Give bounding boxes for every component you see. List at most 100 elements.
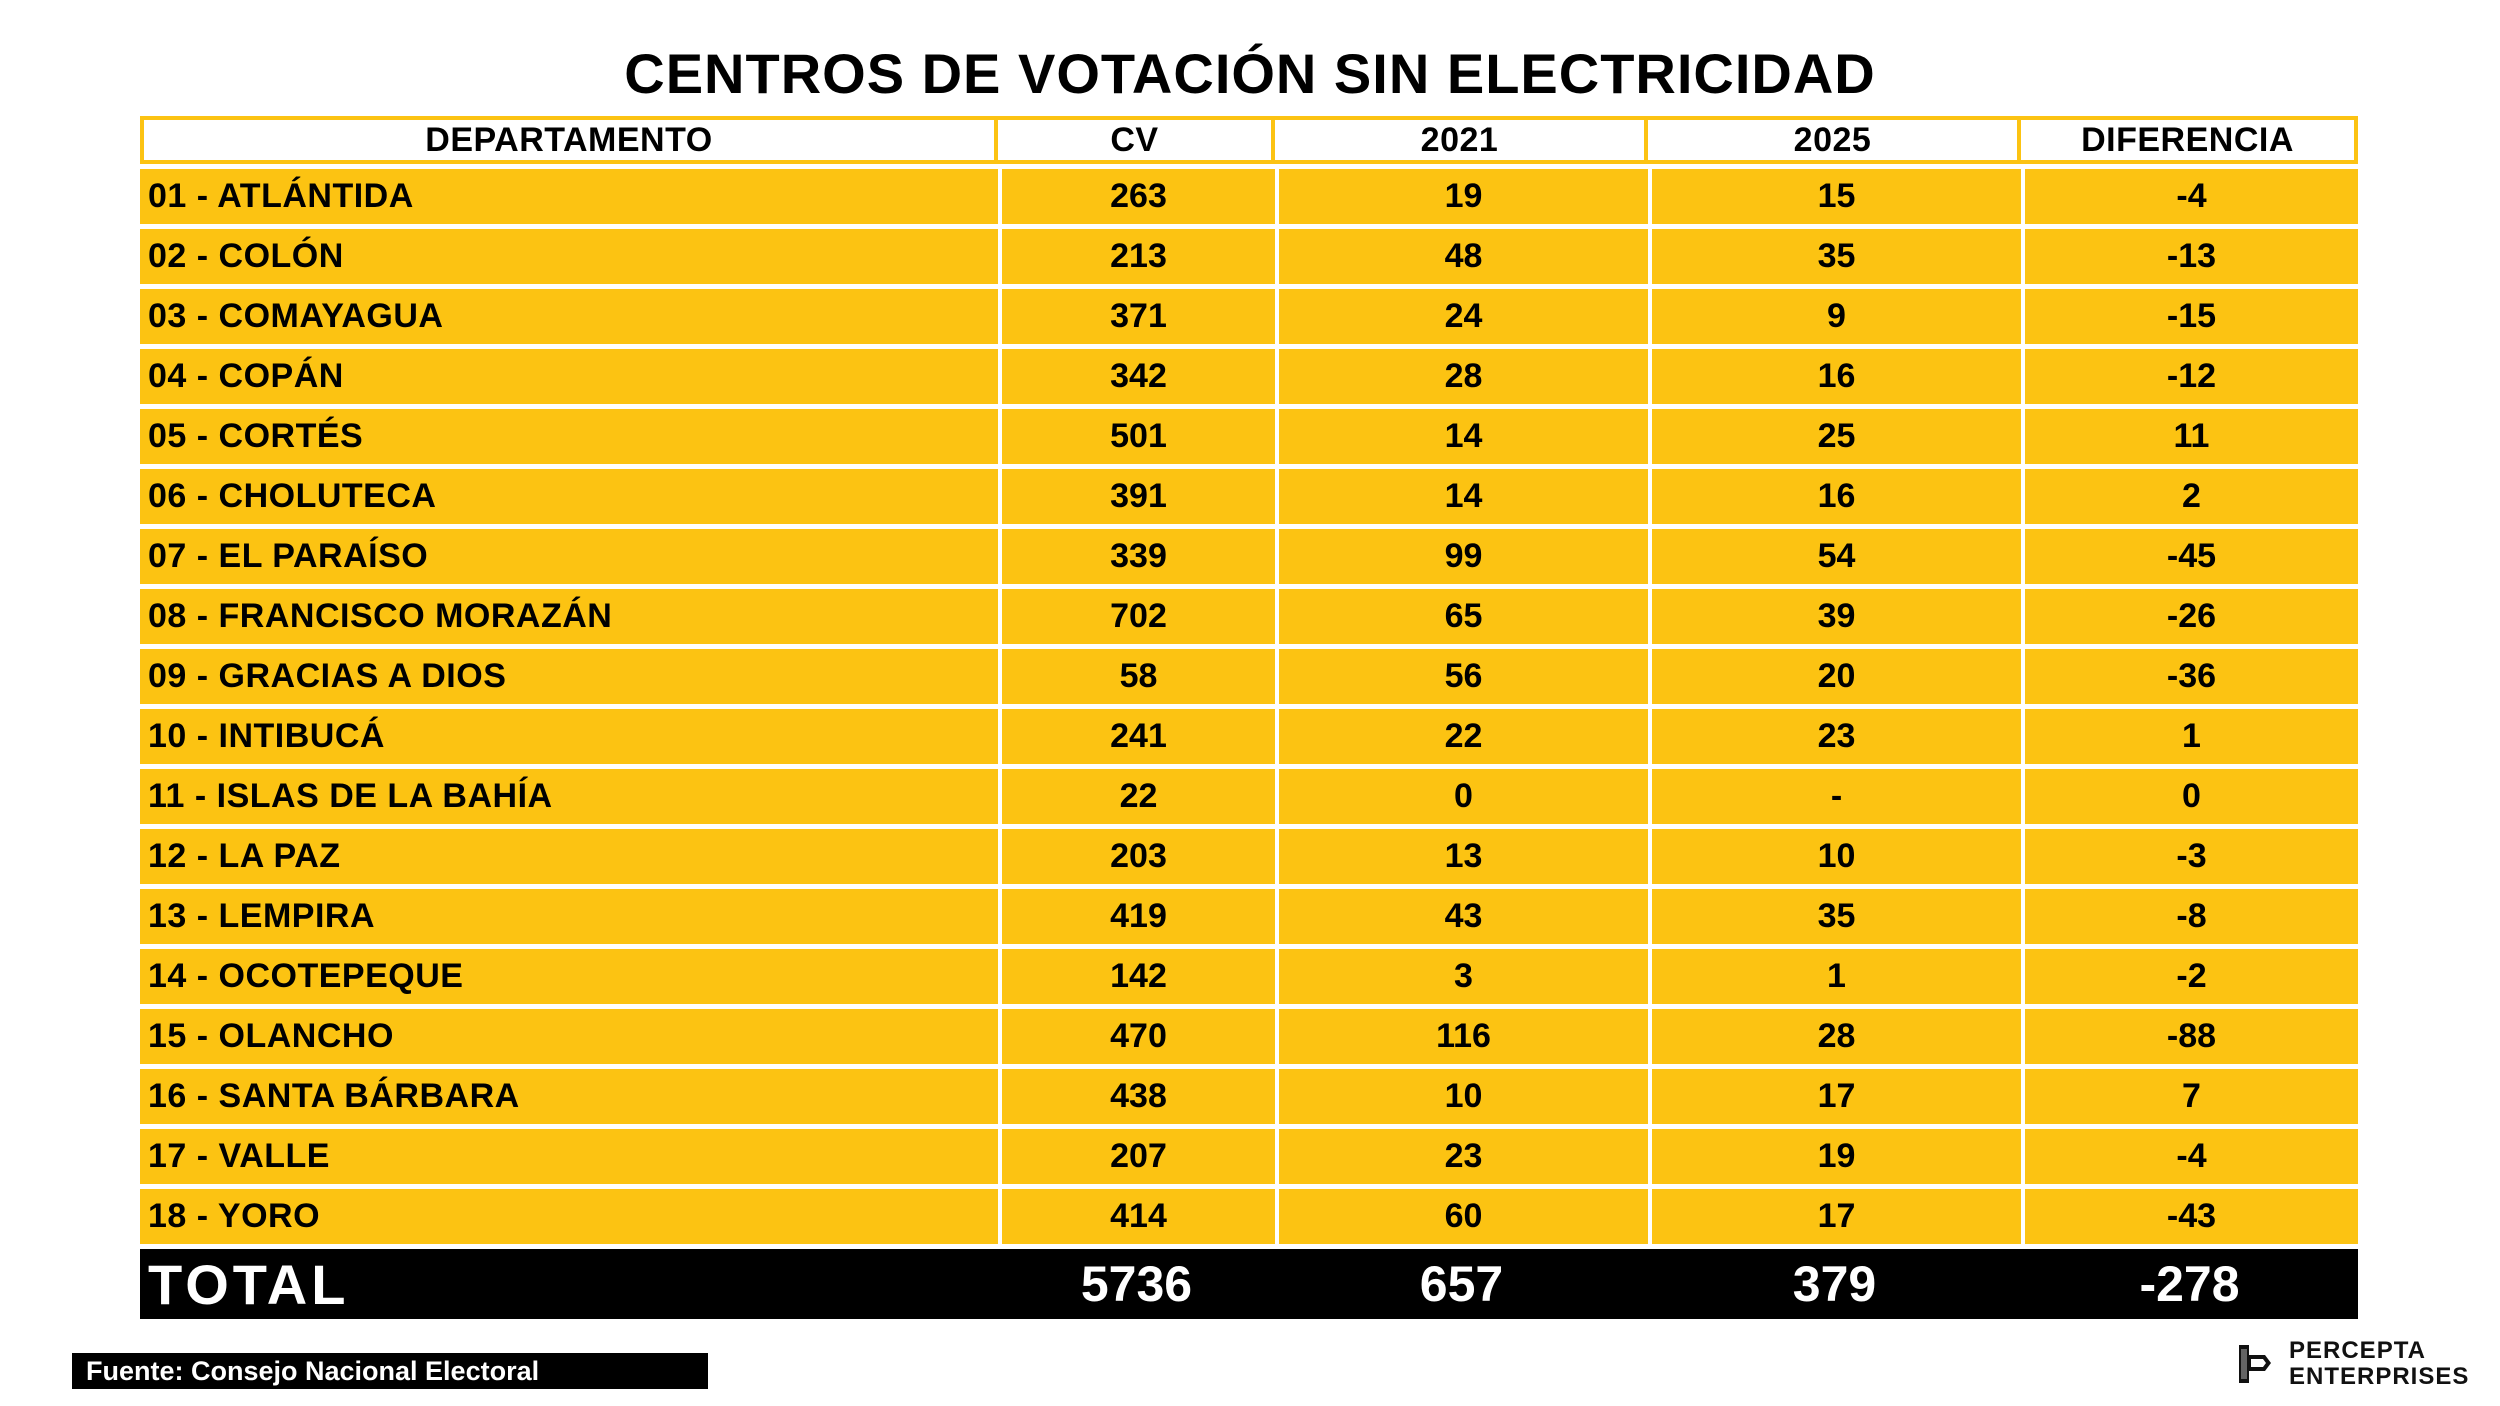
cell-2025: 9: [1648, 289, 2021, 344]
cell-diferencia: 11: [2021, 409, 2358, 464]
cell-cv: 414: [998, 1189, 1275, 1244]
cell-cv: 203: [998, 829, 1275, 884]
cell-diferencia: -3: [2021, 829, 2358, 884]
table-row: 05 - CORTÉS 501 14 25 11: [140, 409, 2358, 464]
cell-cv: 702: [998, 589, 1275, 644]
cell-diferencia: -45: [2021, 529, 2358, 584]
cell-cv: 142: [998, 949, 1275, 1004]
total-cv: 5736: [1080, 1256, 1193, 1312]
cell-diferencia: -13: [2021, 229, 2358, 284]
cell-diferencia: -43: [2021, 1189, 2358, 1244]
cell-2021: 22: [1275, 709, 1648, 764]
cell-2025: 28: [1648, 1009, 2021, 1064]
cell-2025: 23: [1648, 709, 2021, 764]
table-row: 03 - COMAYAGUA 371 24 9 -15: [140, 289, 2358, 344]
cell-departamento: 05 - CORTÉS: [140, 409, 998, 464]
cell-2025: 19: [1648, 1129, 2021, 1184]
cell-departamento: 08 - FRANCISCO MORAZÁN: [140, 589, 998, 644]
cell-cv: 342: [998, 349, 1275, 404]
total-row: TOTAL 5736 657 379 -278: [140, 1249, 2358, 1319]
cell-2021: 65: [1275, 589, 1648, 644]
cell-diferencia: 2: [2021, 469, 2358, 524]
cell-2025: -: [1648, 769, 2021, 824]
brand-logo-block: PERCEPTA ENTERPRISES: [2235, 1338, 2469, 1390]
cell-2021: 24: [1275, 289, 1648, 344]
cell-diferencia: -26: [2021, 589, 2358, 644]
cell-2021: 99: [1275, 529, 1648, 584]
table-row: 06 - CHOLUTECA 391 14 16 2: [140, 469, 2358, 524]
cell-departamento: 12 - LA PAZ: [140, 829, 998, 884]
cell-departamento: 07 - EL PARAÍSO: [140, 529, 998, 584]
header-cv: CV: [998, 116, 1275, 164]
cell-departamento: 10 - INTIBUCÁ: [140, 709, 998, 764]
cell-cv: 501: [998, 409, 1275, 464]
cell-2021: 14: [1275, 469, 1648, 524]
cell-cv: 263: [998, 169, 1275, 224]
cell-2025: 39: [1648, 589, 2021, 644]
cell-cv: 58: [998, 649, 1275, 704]
total-2021: 657: [1419, 1256, 1504, 1312]
cell-departamento: 01 - ATLÁNTIDA: [140, 169, 998, 224]
cell-diferencia: -4: [2021, 169, 2358, 224]
cell-2021: 28: [1275, 349, 1648, 404]
cell-cv: 419: [998, 889, 1275, 944]
cell-cv: 22: [998, 769, 1275, 824]
table-row: 16 - SANTA BÁRBARA 438 10 17 7: [140, 1069, 2358, 1124]
table-row: 01 - ATLÁNTIDA 263 19 15 -4: [140, 169, 2358, 224]
brand-name-line1: PERCEPTA: [2289, 1337, 2426, 1364]
header-2025: 2025: [1648, 116, 2021, 164]
table-row: 14 - OCOTEPEQUE 142 3 1 -2: [140, 949, 2358, 1004]
header-diferencia: DIFERENCIA: [2021, 116, 2358, 164]
cell-diferencia: 1: [2021, 709, 2358, 764]
cell-departamento: 16 - SANTA BÁRBARA: [140, 1069, 998, 1124]
cell-2021: 56: [1275, 649, 1648, 704]
cell-departamento: 03 - COMAYAGUA: [140, 289, 998, 344]
cell-cv: 438: [998, 1069, 1275, 1124]
cell-departamento: 09 - GRACIAS A DIOS: [140, 649, 998, 704]
cell-diferencia: -88: [2021, 1009, 2358, 1064]
cell-cv: 391: [998, 469, 1275, 524]
cell-2025: 16: [1648, 469, 2021, 524]
cell-2021: 3: [1275, 949, 1648, 1004]
cell-2021: 13: [1275, 829, 1648, 884]
table-row: 12 - LA PAZ 203 13 10 -3: [140, 829, 2358, 884]
cell-departamento: 13 - LEMPIRA: [140, 889, 998, 944]
table-row: 09 - GRACIAS A DIOS 58 56 20 -36: [140, 649, 2358, 704]
cell-2021: 10: [1275, 1069, 1648, 1124]
cell-diferencia: -15: [2021, 289, 2358, 344]
cell-cv: 207: [998, 1129, 1275, 1184]
cell-departamento: 18 - YORO: [140, 1189, 998, 1244]
table-row: 04 - COPÁN 342 28 16 -12: [140, 349, 2358, 404]
cell-diferencia: -8: [2021, 889, 2358, 944]
brand-name-line2: ENTERPRISES: [2289, 1363, 2470, 1390]
cell-2021: 60: [1275, 1189, 1648, 1244]
cell-2021: 116: [1275, 1009, 1648, 1064]
cell-2021: 19: [1275, 169, 1648, 224]
header-departamento: DEPARTAMENTO: [140, 116, 998, 164]
cell-2025: 54: [1648, 529, 2021, 584]
cell-2025: 35: [1648, 889, 2021, 944]
table-row: 02 - COLÓN 213 48 35 -13: [140, 229, 2358, 284]
table-row: 17 - VALLE 207 23 19 -4: [140, 1129, 2358, 1184]
cell-departamento: 04 - COPÁN: [140, 349, 998, 404]
table-row: 10 - INTIBUCÁ 241 22 23 1: [140, 709, 2358, 764]
data-table: DEPARTAMENTO CV 2021 2025 DIFERENCIA 01 …: [140, 116, 2358, 1319]
cell-diferencia: -12: [2021, 349, 2358, 404]
cell-cv: 470: [998, 1009, 1275, 1064]
cell-2021: 14: [1275, 409, 1648, 464]
cell-2025: 16: [1648, 349, 2021, 404]
cell-diferencia: -36: [2021, 649, 2358, 704]
table-row: 13 - LEMPIRA 419 43 35 -8: [140, 889, 2358, 944]
cell-2021: 23: [1275, 1129, 1648, 1184]
source-caption: Fuente: Consejo Nacional Electoral: [72, 1353, 708, 1389]
cell-departamento: 17 - VALLE: [140, 1129, 998, 1184]
cell-2025: 17: [1648, 1189, 2021, 1244]
total-label: TOTAL: [148, 1252, 350, 1316]
table-row: 18 - YORO 414 60 17 -43: [140, 1189, 2358, 1244]
table-row: 15 - OLANCHO 470 116 28 -88: [140, 1009, 2358, 1064]
cell-cv: 339: [998, 529, 1275, 584]
total-diferencia: -278: [2139, 1256, 2240, 1312]
cell-diferencia: -4: [2021, 1129, 2358, 1184]
cell-cv: 213: [998, 229, 1275, 284]
cell-2021: 0: [1275, 769, 1648, 824]
